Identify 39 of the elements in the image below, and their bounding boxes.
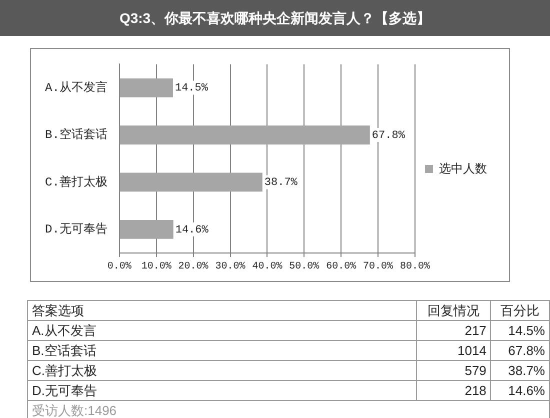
x-tick-label: 20.0% — [178, 262, 208, 273]
x-tick-label: 50.0% — [289, 262, 320, 273]
legend-label: 选中人数 — [439, 161, 487, 176]
data-label: 217 — [416, 320, 491, 340]
data-label: 67.8% — [372, 130, 406, 142]
data-label: 1014 — [416, 340, 491, 360]
data-label: 579 — [416, 360, 491, 380]
data-label: 67.8% — [490, 340, 550, 360]
data-label: 14.5% — [174, 82, 208, 95]
category-label: D.无可奉告 — [28, 380, 416, 400]
data-label: 14.5% — [490, 320, 550, 340]
x-tick-label: 60.0% — [326, 262, 356, 273]
legend-label: 回复情况 — [416, 300, 491, 320]
category-label: C.善打太极 — [28, 360, 416, 380]
bar — [120, 220, 174, 239]
y-tick-label: C.善打太极 — [44, 174, 108, 190]
chart-title: Q3:3、你最不喜欢哪种央企新闻发言人？【多选】 — [0, 0, 550, 36]
data-label: 14.6% — [175, 224, 209, 236]
x-tick-label: 70.0% — [363, 262, 394, 273]
text: 受访人数:1496 — [28, 400, 550, 418]
data-label: 38.7% — [264, 177, 298, 190]
x-tick-label: 80.0% — [400, 262, 430, 273]
text: 答案选项 — [28, 300, 416, 320]
category-label: B.空话套话 — [28, 340, 416, 360]
x-tick-label: 10.0% — [141, 262, 172, 273]
bar — [120, 126, 370, 144]
y-tick-label: D.无可奉告 — [44, 222, 108, 237]
text: 百分比 — [490, 300, 550, 320]
y-tick-label: A.从不发言 — [44, 80, 108, 95]
x-tick-label: 0.0% — [107, 262, 132, 273]
data-label: 14.6% — [490, 380, 550, 400]
data-label: 38.7% — [490, 360, 550, 380]
data-label: 218 — [416, 380, 491, 400]
x-tick-label: 40.0% — [252, 262, 282, 273]
bar — [120, 78, 173, 98]
y-tick-label: B.空话套话 — [44, 127, 108, 142]
bar — [120, 172, 262, 192]
x-tick-label: 30.0% — [215, 262, 246, 273]
category-label: A.从不发言 — [28, 320, 416, 340]
